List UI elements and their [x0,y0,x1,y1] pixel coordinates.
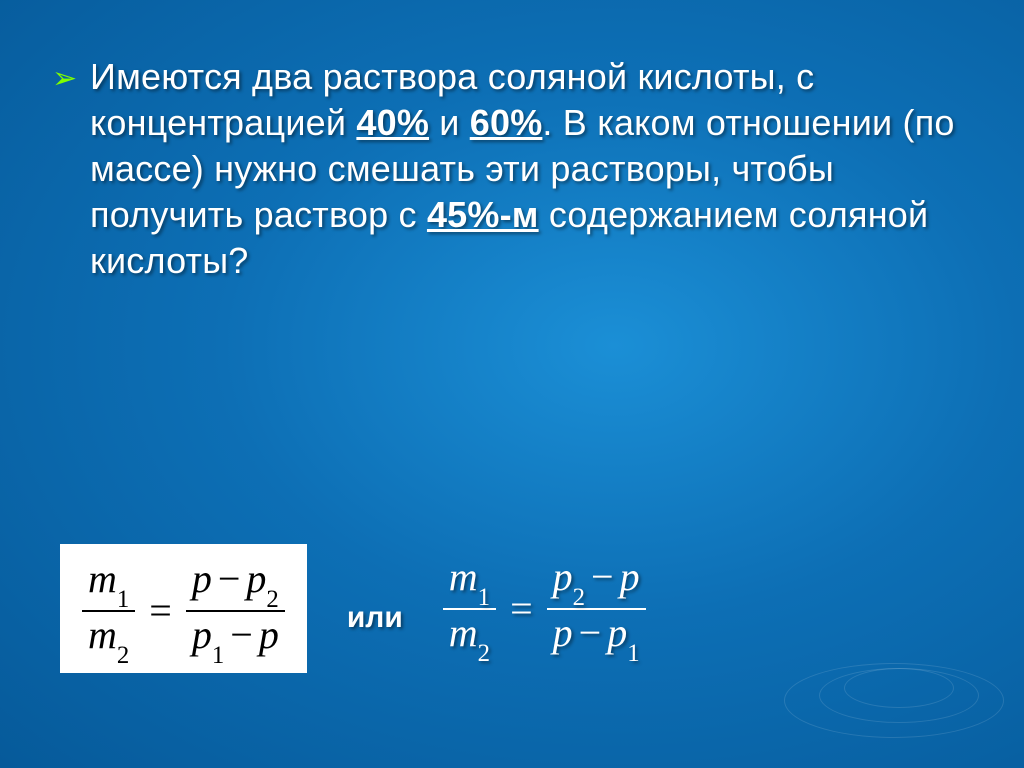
var-m: m [88,556,117,601]
frac-num: p2−p [547,556,646,605]
fraction-rhs: p2−p p−p1 [547,556,646,661]
var-p: p [553,554,573,599]
frac-num: m1 [443,556,496,605]
problem-emph-45: 45%-м [427,194,539,235]
frac-num: p−p2 [186,558,285,607]
connector-or: или [347,581,403,635]
frac-num: m1 [82,558,135,607]
subscript: 2 [266,586,278,613]
subscript: 2 [573,584,585,611]
problem-part2: и [429,102,470,143]
subscript: 1 [478,584,490,611]
frac-den: p−p1 [547,612,646,661]
fraction-m1-m2: m1 m2 [82,558,135,663]
fraction-rhs: p−p2 p1−p [186,558,285,663]
slide-content: ➢ Имеются два раствора соляной кислоты, … [0,0,1024,768]
var-m: m [449,554,478,599]
problem-emph-60: 60% [470,102,543,143]
var-m: m [449,610,478,655]
var-p: p [192,612,212,657]
var-p: p [553,610,573,655]
var-m: m [88,612,117,657]
frac-den: m2 [82,614,135,663]
var-p: p [246,556,266,601]
subscript: 1 [627,640,639,667]
formula-row: m1 m2 = p−p2 p1−p [60,544,964,673]
subscript: 2 [117,642,129,669]
var-p: p [620,554,640,599]
minus-sign: − [224,612,259,657]
var-p: p [192,556,212,601]
frac-den: m2 [443,612,496,661]
bullet-icon: ➢ [52,64,77,94]
formula-right: m1 m2 = p2−p p−p1 [443,556,646,661]
subscript: 1 [212,642,224,669]
subscript: 2 [478,640,490,667]
minus-sign: − [212,556,247,601]
equals-sign: = [496,585,547,632]
formula-left-box: m1 m2 = p−p2 p1−p [60,544,307,673]
frac-den: p1−p [186,614,285,663]
subscript: 1 [117,586,129,613]
var-p: p [259,612,279,657]
var-p: p [607,610,627,655]
problem-text: Имеются два раствора соляной кислоты, с … [90,54,964,284]
equals-sign: = [135,587,186,634]
problem-emph-40: 40% [356,102,429,143]
minus-sign: − [585,554,620,599]
fraction-m1-m2: m1 m2 [443,556,496,661]
minus-sign: − [573,610,608,655]
formula-left: m1 m2 = p−p2 p1−p [82,558,285,663]
